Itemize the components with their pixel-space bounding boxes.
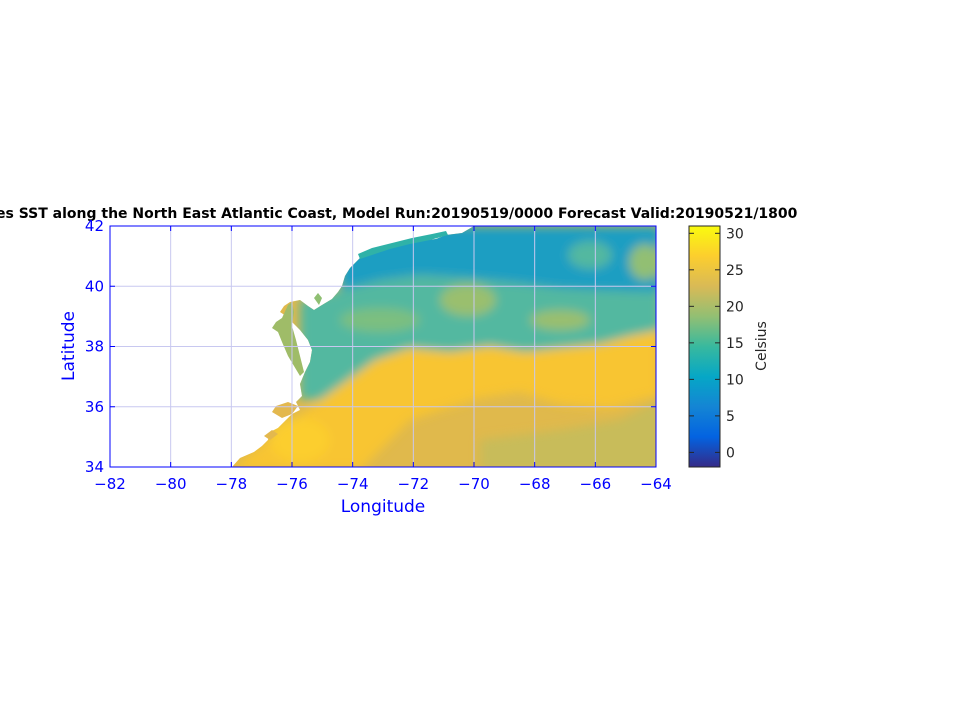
colorbar-tick-label: 10 — [726, 372, 744, 388]
x-tick-label: −82 — [94, 475, 126, 493]
delaware-bay — [314, 293, 322, 305]
albemarle-sound — [264, 430, 278, 440]
sst-eddy-5 — [530, 310, 590, 330]
sst-gulf-stream-region — [232, 330, 656, 467]
sst-eddy-2 — [568, 241, 612, 269]
colorbar-tick-label: 0 — [726, 445, 735, 461]
long-island-sound — [358, 231, 448, 259]
sst-sargasso-region — [480, 400, 656, 467]
chesapeake-bay — [272, 302, 304, 376]
colorbar-tick-label: 30 — [726, 226, 744, 242]
chart-title: i-Res SST along the North East Atlantic … — [0, 206, 798, 222]
sst-eddy-3 — [629, 244, 656, 280]
axis-ticks — [109, 225, 657, 468]
y-tick-labels: 34 36 38 40 42 — [85, 217, 104, 476]
colorbar-ticks — [689, 232, 720, 453]
x-tick-label: −78 — [216, 475, 248, 493]
x-tick-label: −80 — [155, 475, 187, 493]
grid — [110, 226, 656, 467]
plot-area: −82 −80 −78 −76 −74 −72 −70 −68 −66 −64 34 36 38 40 4… — [59, 217, 672, 517]
colorbar-tick-label: 20 — [726, 299, 744, 315]
x-tick-label: −66 — [580, 475, 612, 493]
x-tick-labels: −82 −80 −78 −76 −74 −72 −70 −68 −66 −64 — [94, 475, 672, 493]
x-tick-label: −74 — [337, 475, 369, 493]
colorbar-tick-label: 15 — [726, 336, 744, 352]
sst-eddy-1 — [440, 284, 496, 316]
colorbar-tick-labels: 0 5 10 15 20 25 30 — [726, 226, 744, 461]
sst-gulf-of-maine-region — [340, 226, 656, 292]
x-axis-label: Longitude — [341, 497, 426, 517]
colorbar-label: Celsius — [754, 321, 770, 371]
x-tick-label: −70 — [458, 475, 490, 493]
sst-eddy-4 — [340, 308, 420, 332]
y-tick-label: 34 — [85, 458, 104, 476]
y-tick-label: 38 — [85, 338, 104, 356]
y-tick-label: 42 — [85, 217, 104, 235]
y-tick-label: 40 — [85, 277, 104, 295]
sst-slope-water-region — [300, 275, 656, 400]
colorbar-tick-label: 5 — [726, 409, 735, 425]
colorbar-tick-label: 25 — [726, 263, 744, 279]
x-tick-label: −68 — [519, 475, 551, 493]
x-tick-label: −72 — [398, 475, 430, 493]
colorbar: 0 5 10 15 20 25 30 Celsius — [688, 225, 770, 468]
x-tick-label: −76 — [276, 475, 308, 493]
x-tick-label: −64 — [640, 475, 672, 493]
colorbar-gradient — [688, 225, 721, 468]
y-tick-label: 36 — [85, 398, 104, 416]
sst-coastal-warm — [270, 418, 330, 462]
y-axis-label: Latitude — [59, 311, 79, 381]
